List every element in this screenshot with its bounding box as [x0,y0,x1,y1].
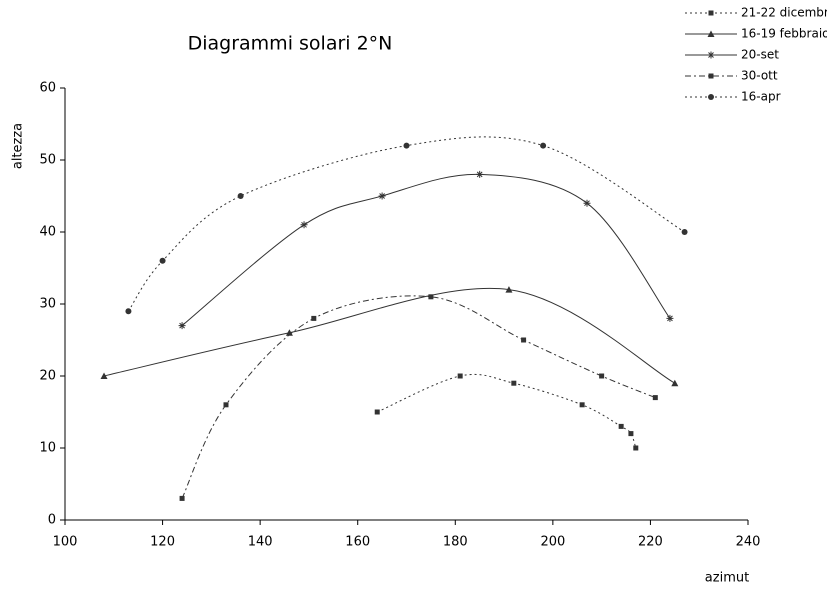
y-tick-label: 60 [39,81,56,96]
marker [708,94,714,100]
marker [179,495,185,501]
x-axis-label: azimut [705,571,749,586]
legend: 21-22 dicembre 16-19 febbraio 20-set 30-ott… [685,6,827,104]
series-line [377,373,637,449]
marker [159,257,166,264]
x-tick-label: 220 [638,535,663,550]
marker [707,51,715,59]
chart-title: Diagrammi solari 2°N [188,33,393,55]
marker [599,373,605,379]
marker [707,30,715,37]
legend-label: 20-set [741,48,779,62]
marker [633,445,639,451]
y-tick-label: 40 [39,225,56,240]
x-tick-label: 180 [443,535,468,550]
x-tick-label: 160 [345,535,370,550]
legend-label: 16-apr [741,90,781,104]
marker [378,192,386,200]
series-line [128,136,685,312]
x-tick-label: 240 [736,535,761,550]
marker [125,308,132,315]
marker [511,380,517,386]
marker [237,193,244,199]
marker [579,402,585,408]
marker [100,372,108,379]
series-line [181,295,656,499]
marker [628,431,634,437]
x-tick-label: 100 [53,535,78,550]
legend-label: 16-19 febbraio [741,27,827,41]
y-tick-label: 30 [39,297,56,312]
y-tick-label: 20 [39,369,56,384]
marker [671,379,679,387]
series-line [103,287,676,384]
marker [618,423,624,429]
marker [311,315,317,321]
marker [476,170,484,178]
series-line [181,173,671,326]
marker [457,373,463,379]
y-tick-label: 0 [48,513,56,528]
marker [428,294,434,300]
x-tick-label: 120 [150,535,175,550]
marker [403,142,410,149]
marker [652,395,658,401]
x-tick-label: 200 [540,535,565,550]
marker [285,329,293,336]
marker [223,402,229,408]
marker [708,73,714,79]
marker [681,229,688,235]
marker [521,337,527,343]
marker [540,142,547,149]
y-tick-label: 50 [39,153,56,168]
marker [583,199,591,207]
legend-label: 21-22 dicembre [741,6,827,20]
marker [374,409,380,415]
marker [708,10,714,16]
marker [300,221,308,229]
marker [666,314,674,322]
y-axis-label: altezza [11,123,26,169]
legend-label: 30-ott [741,69,778,83]
marker [505,286,513,293]
x-tick-label: 140 [248,535,273,550]
marker [178,322,186,330]
y-tick-label: 10 [39,441,56,456]
